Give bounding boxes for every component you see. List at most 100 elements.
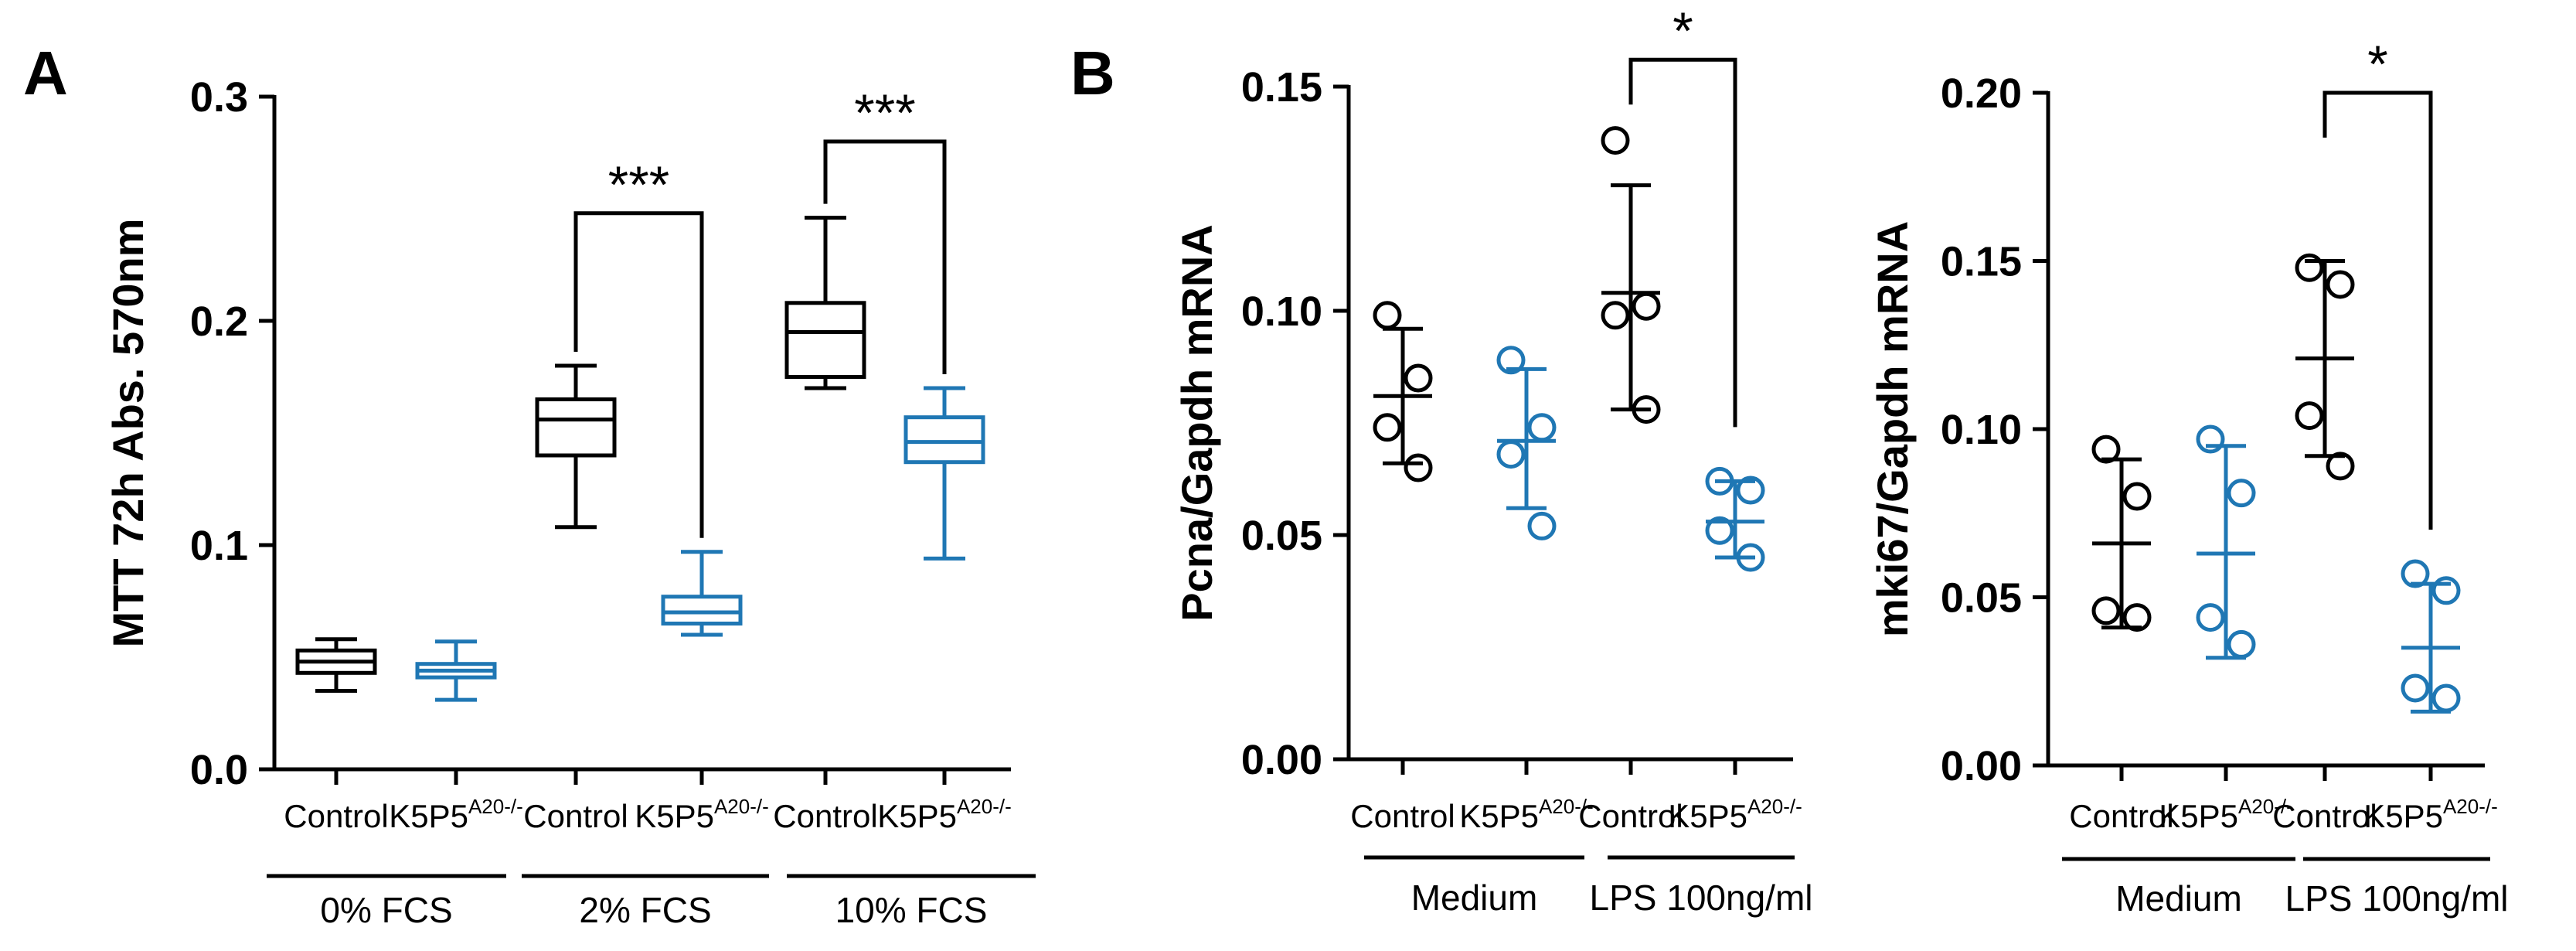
y-tick-label: 0.05	[1241, 513, 1322, 559]
category-label-superscript: A20-/-	[1539, 795, 1594, 818]
category-label: K5P5A20-/-	[2159, 795, 2293, 834]
category-label-main: Control	[773, 798, 877, 834]
data-point	[2122, 603, 2152, 632]
data-point	[1705, 466, 1734, 496]
y-axis-title: Pcna/Gapdh mRNA	[1172, 224, 1221, 621]
data-point	[1632, 291, 1661, 321]
scatter-group	[1496, 346, 1557, 540]
y-tick-label: 0.20	[1941, 70, 2022, 117]
data-point	[1373, 301, 1402, 330]
y-tick-label: 0.10	[1941, 407, 2022, 453]
data-point	[2091, 435, 2121, 464]
box-iqr	[661, 595, 743, 626]
category-label-main: K5P5	[2363, 798, 2443, 834]
category-label: K5P5A20-/-	[635, 795, 769, 834]
box-plot	[535, 363, 617, 530]
data-point	[2431, 683, 2461, 713]
scatter-group	[2091, 435, 2152, 632]
category-label-main: K5P5	[1668, 798, 1747, 834]
y-tick-label: 0.15	[1941, 239, 2022, 285]
data-point	[2326, 270, 2355, 299]
category-label: Control	[1350, 798, 1455, 834]
scatter-group	[1705, 466, 1765, 572]
category-label-superscript: A20-/-	[714, 795, 769, 818]
panel-letter-a: A	[23, 39, 68, 107]
scatter-group	[2295, 253, 2355, 481]
category-label-superscript: A20-/-	[957, 795, 1012, 818]
category-label: K5P5A20-/-	[877, 795, 1012, 834]
data-point	[1632, 395, 1661, 424]
significance-bracket: ***	[823, 84, 947, 374]
category-label-superscript: A20-/-	[1747, 795, 1802, 818]
y-tick-label: 0.3	[190, 74, 248, 121]
y-tick-label: 0.0	[190, 747, 248, 793]
category-label-main: Control	[2272, 798, 2377, 834]
box-iqr	[535, 397, 617, 458]
data-point	[1496, 440, 1526, 469]
data-point	[2091, 596, 2121, 625]
data-point	[2227, 629, 2256, 659]
scatter-group	[2196, 424, 2256, 660]
y-tick-label: 0.15	[1241, 64, 1322, 111]
scatter-group	[1601, 126, 1661, 424]
data-point	[1736, 476, 1765, 505]
category-label: K5P5A20-/-	[1668, 795, 1802, 834]
data-point	[2122, 482, 2152, 511]
group-label: LPS 100ng/ml	[1590, 878, 1813, 918]
box-plot	[784, 216, 866, 390]
y-axis-title: MTT 72h Abs. 570nm	[104, 219, 152, 648]
category-label-superscript: A20-/-	[468, 795, 523, 818]
bracket-line	[573, 211, 704, 538]
data-point	[1705, 516, 1734, 545]
significance-label: ***	[854, 84, 915, 142]
bracket-line	[823, 139, 947, 374]
data-point	[2196, 424, 2225, 454]
box-plot	[661, 550, 743, 637]
significance-label: ***	[608, 155, 669, 214]
category-label: Control	[523, 798, 628, 834]
category-label: K5P5A20-/-	[2363, 795, 2498, 834]
box-plot	[415, 639, 497, 702]
bracket-line	[1628, 57, 1737, 428]
data-point	[2326, 452, 2355, 481]
data-point	[1404, 363, 1433, 393]
y-tick-label: 0.2	[190, 298, 248, 345]
scatter-group	[2401, 559, 2461, 714]
significance-bracket: *	[1628, 2, 1737, 428]
category-label-main: K5P5	[389, 798, 468, 834]
scatter-group	[1373, 301, 1433, 482]
data-point	[1736, 543, 1765, 572]
data-point	[1601, 126, 1630, 155]
significance-bracket: *	[2322, 35, 2433, 530]
category-label-main: Control	[2069, 798, 2173, 834]
category-label-main: K5P5	[2159, 798, 2238, 834]
group-label: 0% FCS	[320, 890, 452, 930]
y-axis-title: mki67/Gapdh mRNA	[1868, 221, 1917, 637]
category-label: K5P5A20-/-	[389, 795, 523, 834]
category-label-main: K5P5	[1459, 798, 1539, 834]
data-point	[2227, 479, 2256, 508]
category-label: Control	[2272, 798, 2377, 834]
group-label: 10% FCS	[835, 890, 988, 930]
significance-label: *	[1673, 2, 1693, 60]
data-point	[2295, 401, 2324, 431]
category-label: K5P5A20-/-	[1459, 795, 1594, 834]
y-tick-label: 0.10	[1241, 288, 1322, 335]
data-point	[2295, 253, 2324, 282]
group-label: Medium	[2115, 878, 2242, 919]
data-point	[1404, 453, 1433, 482]
chart-3: 0.00 0.05 0.10 0.15 0.20 mki67/Gapdh mRNA Cont…	[1868, 35, 2508, 919]
data-point	[2401, 673, 2430, 703]
y-tick-label: 0.05	[1941, 575, 2022, 622]
category-label-main: Control	[284, 798, 388, 834]
category-label-main: Control	[523, 798, 628, 834]
box-plot	[295, 637, 377, 693]
data-point	[2401, 559, 2430, 588]
data-point	[1601, 301, 1630, 330]
group-label: LPS 100ng/ml	[2285, 878, 2509, 919]
category-label: Control	[1578, 798, 1683, 834]
box-plot	[903, 386, 985, 561]
